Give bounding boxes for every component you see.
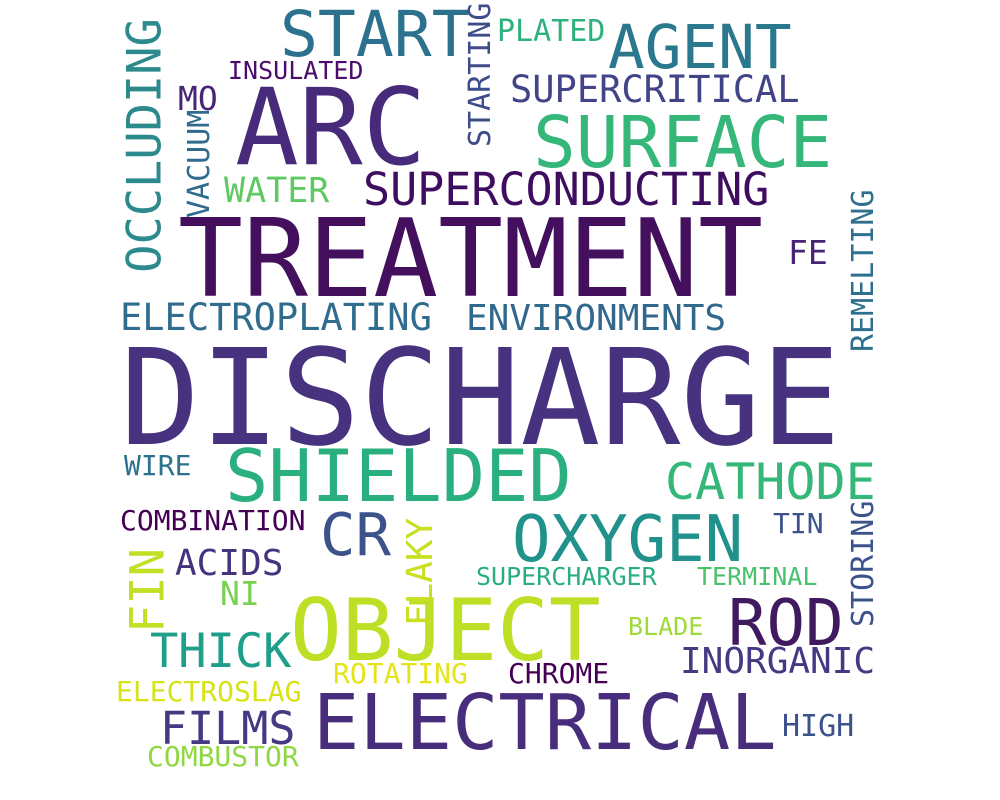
word-arc: ARC	[235, 66, 427, 189]
word-supercharger: SUPERCHARGER	[476, 562, 657, 591]
word-fe: FE	[788, 233, 828, 272]
word-blade: BLADE	[628, 612, 704, 641]
word-start: START	[280, 0, 470, 71]
word-shielded: SHIELDED	[225, 434, 572, 518]
word-rotating: ROTATING	[333, 657, 468, 690]
word-remelting: REMELTING	[846, 189, 881, 352]
word-superconducting: SUPERCONDUCTING	[363, 163, 770, 216]
word-occluding: OCCLUDING	[117, 18, 173, 273]
word-ni: NI	[220, 574, 260, 613]
word-object: OBJECT	[290, 581, 601, 681]
word-high: HIGH	[782, 709, 855, 744]
word-fin: FIN	[120, 548, 176, 633]
word-combustor: COMBUSTOR	[147, 740, 299, 773]
word-wire: WIRE	[124, 449, 192, 482]
word-electrical: ELECTRICAL	[313, 679, 777, 768]
word-plated: PLATED	[497, 14, 606, 49]
word-mo: MO	[178, 79, 218, 118]
word-treatment: TREATMENT	[178, 197, 764, 322]
word-films: FILMS	[160, 702, 296, 755]
word-environments: ENVIRONMENTS	[466, 298, 727, 339]
word-cr: CR	[320, 500, 392, 569]
word-inorganic: INORGANIC	[680, 641, 876, 682]
word-oxygen: OXYGEN	[512, 503, 744, 577]
word-terminal: TERMINAL	[697, 562, 818, 591]
word-vacuum: VACUUM	[182, 109, 217, 218]
word-starting: STARTING	[463, 2, 498, 148]
word-discharge: DISCHARGE	[120, 322, 841, 476]
word-insulated: INSULATED	[228, 56, 364, 85]
word-electroslag: ELECTROSLAG	[116, 675, 302, 708]
word-water: WATER	[224, 171, 330, 211]
word-storing: STORING	[846, 500, 881, 627]
word-rod: ROD	[728, 587, 844, 661]
word-thick: THICK	[150, 624, 292, 679]
word-electroplating: ELECTROPLATING	[120, 296, 432, 339]
word-agent: AGENT	[608, 12, 792, 83]
word-supercritical: SUPERCRITICAL	[510, 68, 800, 111]
word-flaky: FLAKY	[400, 517, 441, 627]
word-chrome: CHROME	[508, 657, 610, 690]
word-surface: SURFACE	[533, 101, 833, 184]
word-cathode: CATHODE	[665, 453, 876, 511]
word-acids: ACIDS	[175, 543, 284, 584]
word-tin: TIN	[773, 507, 824, 540]
word-combination: COMBINATION	[120, 504, 306, 537]
